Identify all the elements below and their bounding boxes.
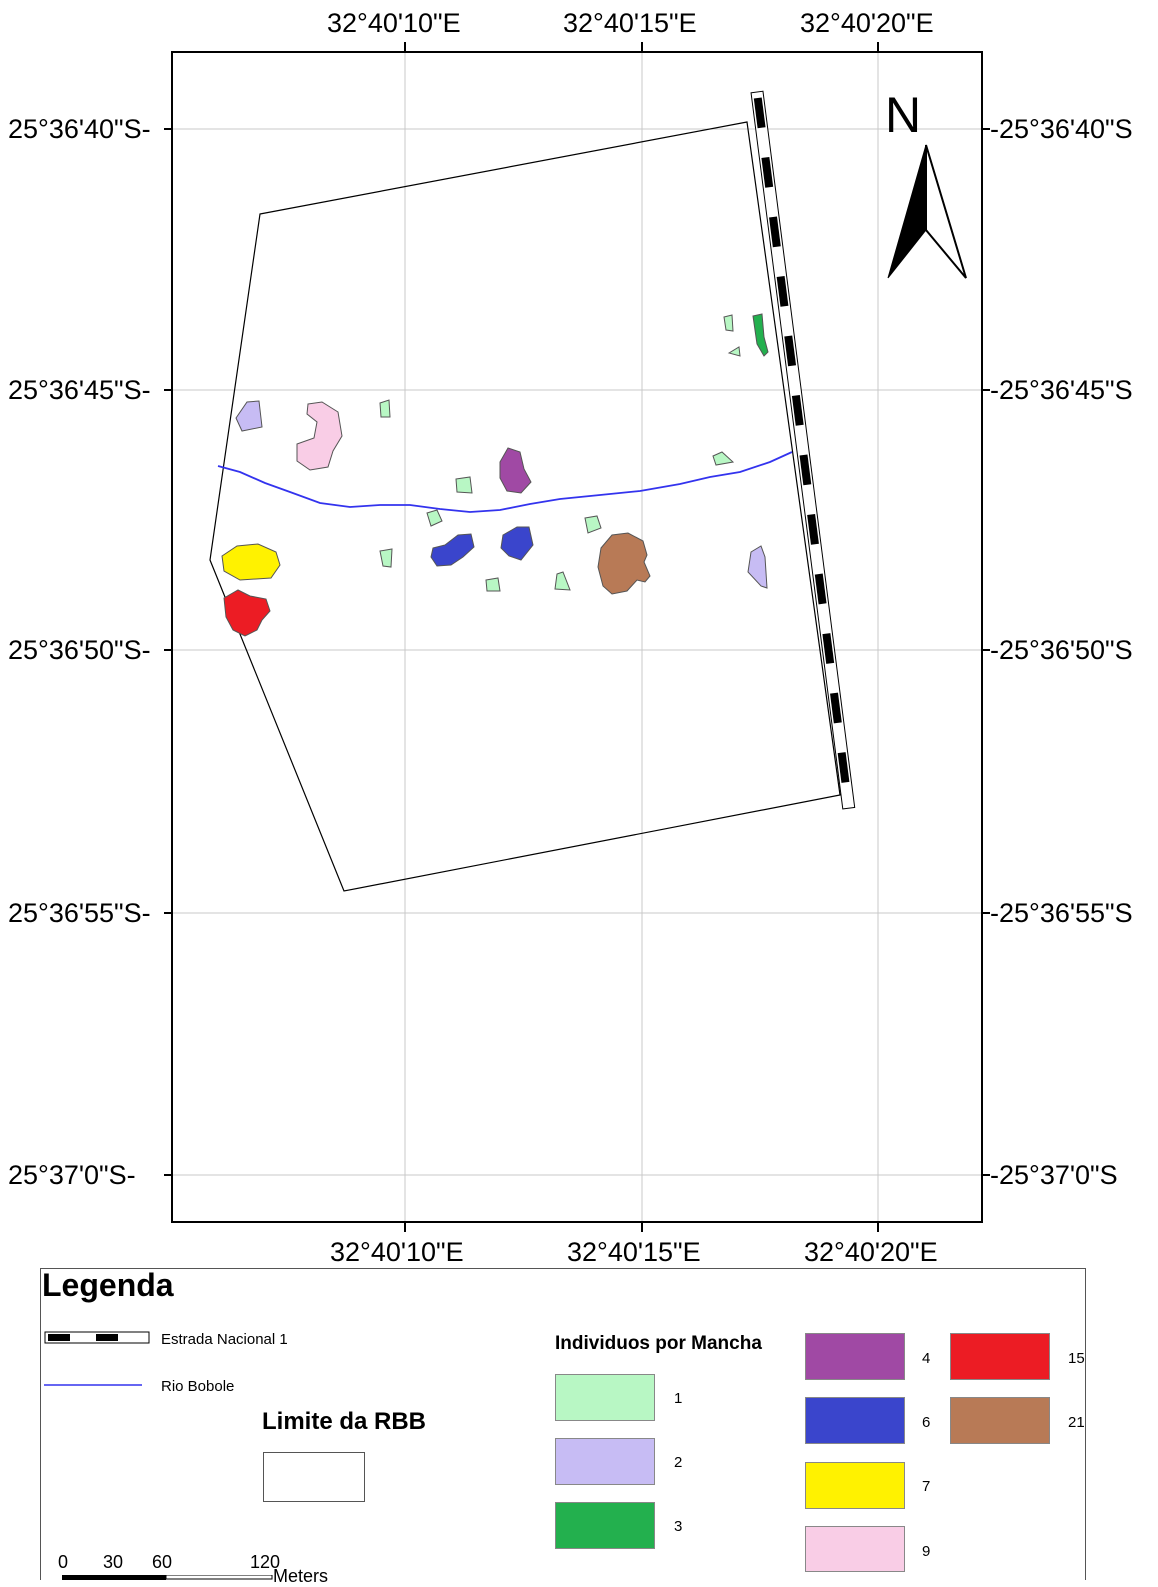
legend-title: Legenda [42,1267,174,1303]
lat-label-right-2: -25°36'45"S [990,375,1133,405]
patch-class-4 [499,447,532,494]
scale-bar [62,1575,273,1580]
map-frame [171,51,983,1223]
legend-class-label-9: 9 [922,1543,931,1560]
legend-swatch-15 [950,1333,1050,1380]
patch-class-1 [455,476,473,494]
lon-label-bottom-2: 32°40'15"E [567,1237,701,1267]
legend-swatch-9 [805,1526,905,1572]
road-estrada-nacional-1 [750,90,856,810]
lon-label-bottom-1: 32°40'10"E [330,1237,464,1267]
patch-class-2 [747,545,768,589]
lat-label-left-2: 25°36'45"S- [8,375,151,405]
north-label: N [885,87,922,143]
patch-class-1 [723,314,734,332]
legend-class-label-7: 7 [922,1478,931,1495]
legend-swatch-3 [555,1502,655,1549]
legend-panel [40,1268,1086,1580]
patch-class-1 [379,399,391,418]
legend-class-label-15: 15 [1068,1350,1085,1367]
legend-river-symbol [44,1384,142,1386]
legend-class-label-21: 21 [1068,1414,1085,1431]
graticule [172,52,982,1222]
patch-class-3 [752,313,769,357]
legend-swatch-6 [805,1397,905,1444]
scale-tick-120: 120 [250,1552,281,1572]
patch-class-1 [712,451,735,466]
patch-class-1 [379,548,393,568]
north-arrow-icon [887,144,967,279]
legend-river-label: Rio Bobole [161,1378,235,1395]
lon-label-top-1: 32°40'10"E [327,8,461,38]
lat-label-left-4: 25°36'55"S- [8,898,151,928]
legend-limit-swatch [263,1452,365,1502]
lat-label-right-1: -25°36'40"S [990,114,1133,144]
lat-label-right-4: -25°36'55"S [990,898,1133,928]
lat-label-left-3: 25°36'50"S- [8,635,151,665]
scale-tick-60: 60 [152,1552,173,1572]
patches [221,313,769,637]
scale-tick-30: 30 [103,1552,124,1572]
patch-class-21 [597,532,651,595]
patch-class-6 [430,533,475,567]
patch-class-1 [554,571,571,591]
legend-individuals-title: Individuos por Mancha [555,1333,762,1354]
scale-unit-label: Meters [273,1566,329,1586]
legend-road-label: Estrada Nacional 1 [161,1331,288,1348]
patch-class-1 [584,515,602,534]
legend-swatch-7 [805,1462,905,1509]
legend-swatch-2 [555,1438,655,1485]
patch-class-1 [426,509,443,527]
legend-class-label-2: 2 [674,1454,683,1471]
legend-swatch-1 [555,1374,655,1421]
legend-class-label-4: 4 [922,1350,931,1367]
legend-class-label-3: 3 [674,1518,683,1535]
lon-label-top-2: 32°40'15"E [563,8,697,38]
map-canvas[interactable] [0,0,1158,1260]
legend-road-symbol [44,1331,150,1344]
legend-class-label-6: 6 [922,1414,931,1431]
patch-class-6 [500,526,534,561]
legend-class-label-1: 1 [674,1390,683,1407]
patch-class-7 [221,543,281,581]
legend-swatch-21 [950,1397,1050,1444]
frame-ticks [164,42,990,1232]
patch-class-1 [727,346,741,357]
lat-label-right-5: -25°37'0"S [990,1160,1118,1190]
patch-class-15 [223,589,271,637]
reserve-boundary [209,121,841,892]
lon-label-top-3: 32°40'20"E [800,8,934,38]
lon-label-bottom-3: 32°40'20"E [804,1237,938,1267]
patch-class-9 [296,401,343,471]
scale-tick-0: 0 [58,1552,69,1572]
patch-class-1 [485,577,501,592]
river-rio-bobole [217,451,793,513]
lat-label-left-1: 25°36'40"S- [8,114,151,144]
legend-limit-label: Limite da RBB [262,1408,427,1435]
patch-class-2 [235,400,263,432]
legend-swatch-4 [805,1333,905,1380]
lat-label-left-5: 25°37'0"S- [8,1160,136,1190]
lat-label-right-3: -25°36'50"S [990,635,1133,665]
